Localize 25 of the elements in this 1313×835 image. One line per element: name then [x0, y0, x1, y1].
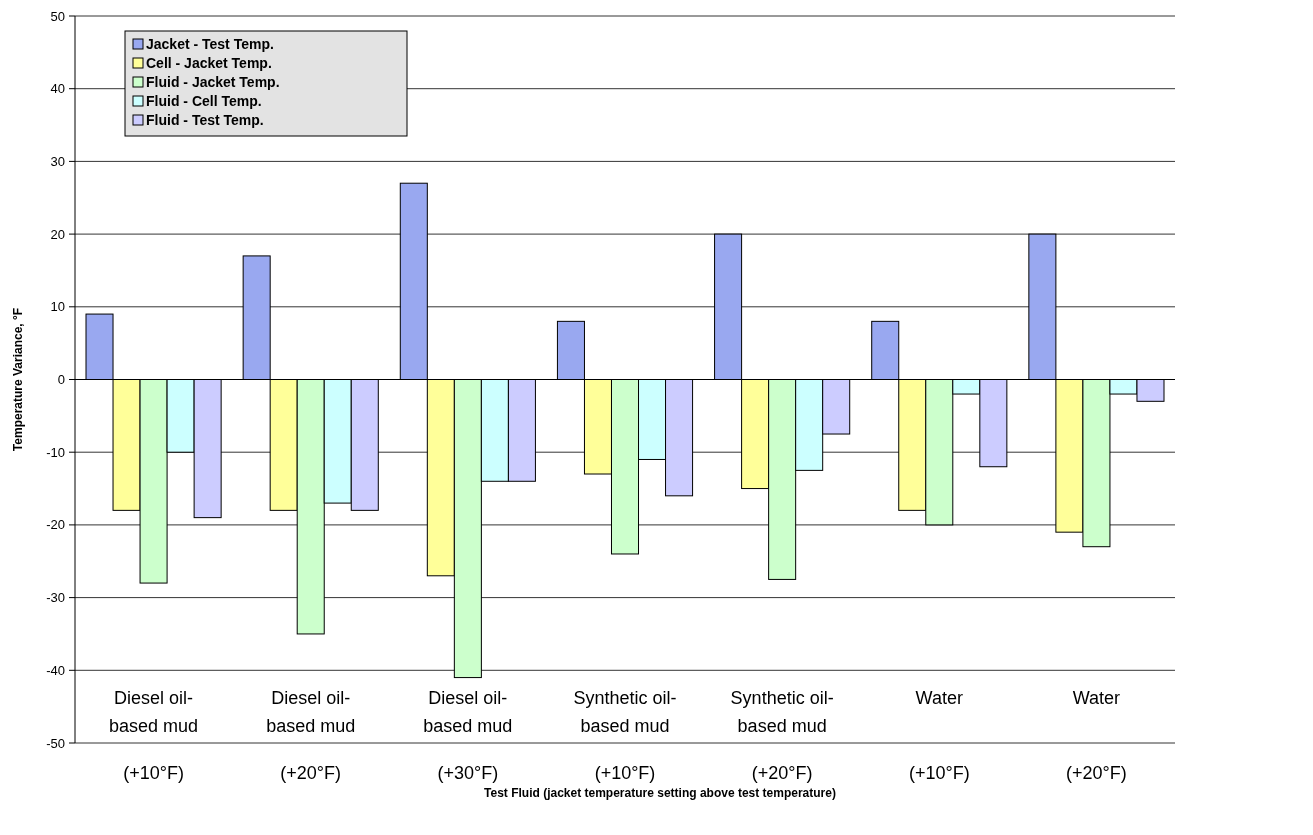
legend-label: Cell - Jacket Temp.	[146, 54, 272, 71]
y-tick-label: -50	[46, 735, 65, 751]
category-label: Diesel oil-based mud (+30°F)	[423, 688, 513, 783]
legend-label: Fluid - Jacket Temp.	[146, 73, 280, 90]
y-tick-label: 50	[50, 8, 65, 24]
y-tick-label: -30	[46, 590, 65, 606]
x-axis-title: Test Fluid (jacket temperature setting above test temperature)	[484, 786, 836, 800]
y-tick-label: 40	[50, 81, 65, 97]
y-tick-label: 10	[50, 299, 65, 315]
legend-label: Jacket - Test Temp.	[146, 35, 274, 52]
category-label: Synthetic oil-based mud (+10°F)	[573, 688, 677, 783]
category-label: Water (+10°F)	[908, 688, 970, 783]
legend-label: Fluid - Test Temp.	[146, 111, 264, 128]
legend-label: Fluid - Cell Temp.	[146, 92, 262, 109]
y-tick-label: 0	[57, 372, 65, 388]
y-tick-label: -20	[46, 517, 65, 533]
category-label: Diesel oil-based mud (+10°F)	[109, 688, 199, 783]
y-tick-label: -10	[46, 444, 65, 460]
category-label: Synthetic oil-based mud (+20°F)	[730, 688, 834, 783]
category-label: Diesel oil-based mud (+20°F)	[266, 688, 356, 783]
y-tick-label: -40	[46, 662, 65, 678]
y-tick-label: 20	[50, 226, 65, 242]
category-label: Water (+20°F)	[1066, 688, 1127, 783]
y-tick-label: 30	[50, 153, 65, 169]
y-axis-title: Temperature Variance, °F	[11, 307, 25, 452]
